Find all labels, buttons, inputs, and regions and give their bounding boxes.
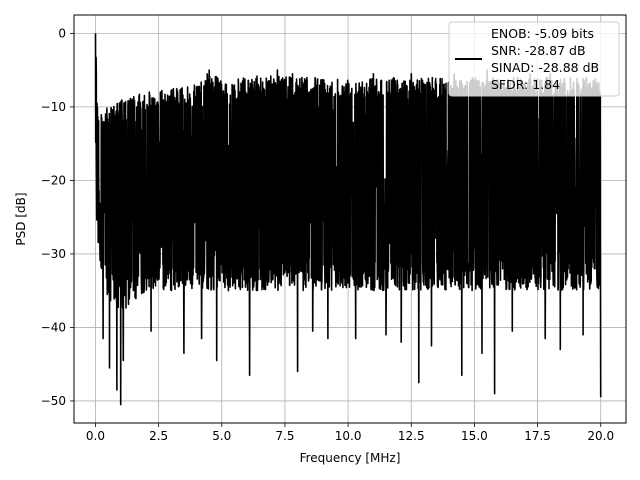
x-tick-label: 20.0: [587, 429, 614, 443]
legend-entry: SINAD: -28.88 dB: [491, 60, 599, 75]
x-tick-label: 15.0: [461, 429, 488, 443]
legend: ENOB: -5.09 bits SNR: -28.87 dB SINAD: -…: [448, 21, 620, 97]
y-tick-label: −40: [41, 320, 66, 334]
x-tick-label: 0.0: [86, 429, 105, 443]
y-tick-label: 0: [58, 26, 66, 40]
x-tick-label: 17.5: [524, 429, 551, 443]
legend-entry: ENOB: -5.09 bits: [491, 26, 594, 41]
legend-box: [448, 21, 620, 97]
axes-frame: [73, 14, 627, 424]
x-axis-label: Frequency [MHz]: [300, 451, 401, 465]
y-axis-label: PSD [dB]: [14, 192, 28, 245]
x-tick-label: 2.5: [149, 429, 168, 443]
x-tick-label: 7.5: [275, 429, 294, 443]
y-tick-label: −20: [41, 173, 66, 187]
y-tick-label: −10: [41, 100, 66, 114]
x-tick-label: 5.0: [212, 429, 231, 443]
plot-area: [94, 33, 602, 406]
y-axis: 0 −10 −20 −30 −40 −50: [41, 26, 74, 408]
psd-trace: [94, 33, 602, 406]
y-tick-label: −30: [41, 247, 66, 261]
legend-entry: SFDR: 1.84: [491, 77, 560, 92]
x-tick-label: 10.0: [335, 429, 362, 443]
y-tick-label: −50: [41, 394, 66, 408]
x-axis: 0.0 2.5 5.0 7.5 10.0 12.5 15.0 17.5 20.0: [86, 423, 614, 443]
x-tick-label: 12.5: [398, 429, 425, 443]
legend-entry: SNR: -28.87 dB: [491, 43, 586, 58]
